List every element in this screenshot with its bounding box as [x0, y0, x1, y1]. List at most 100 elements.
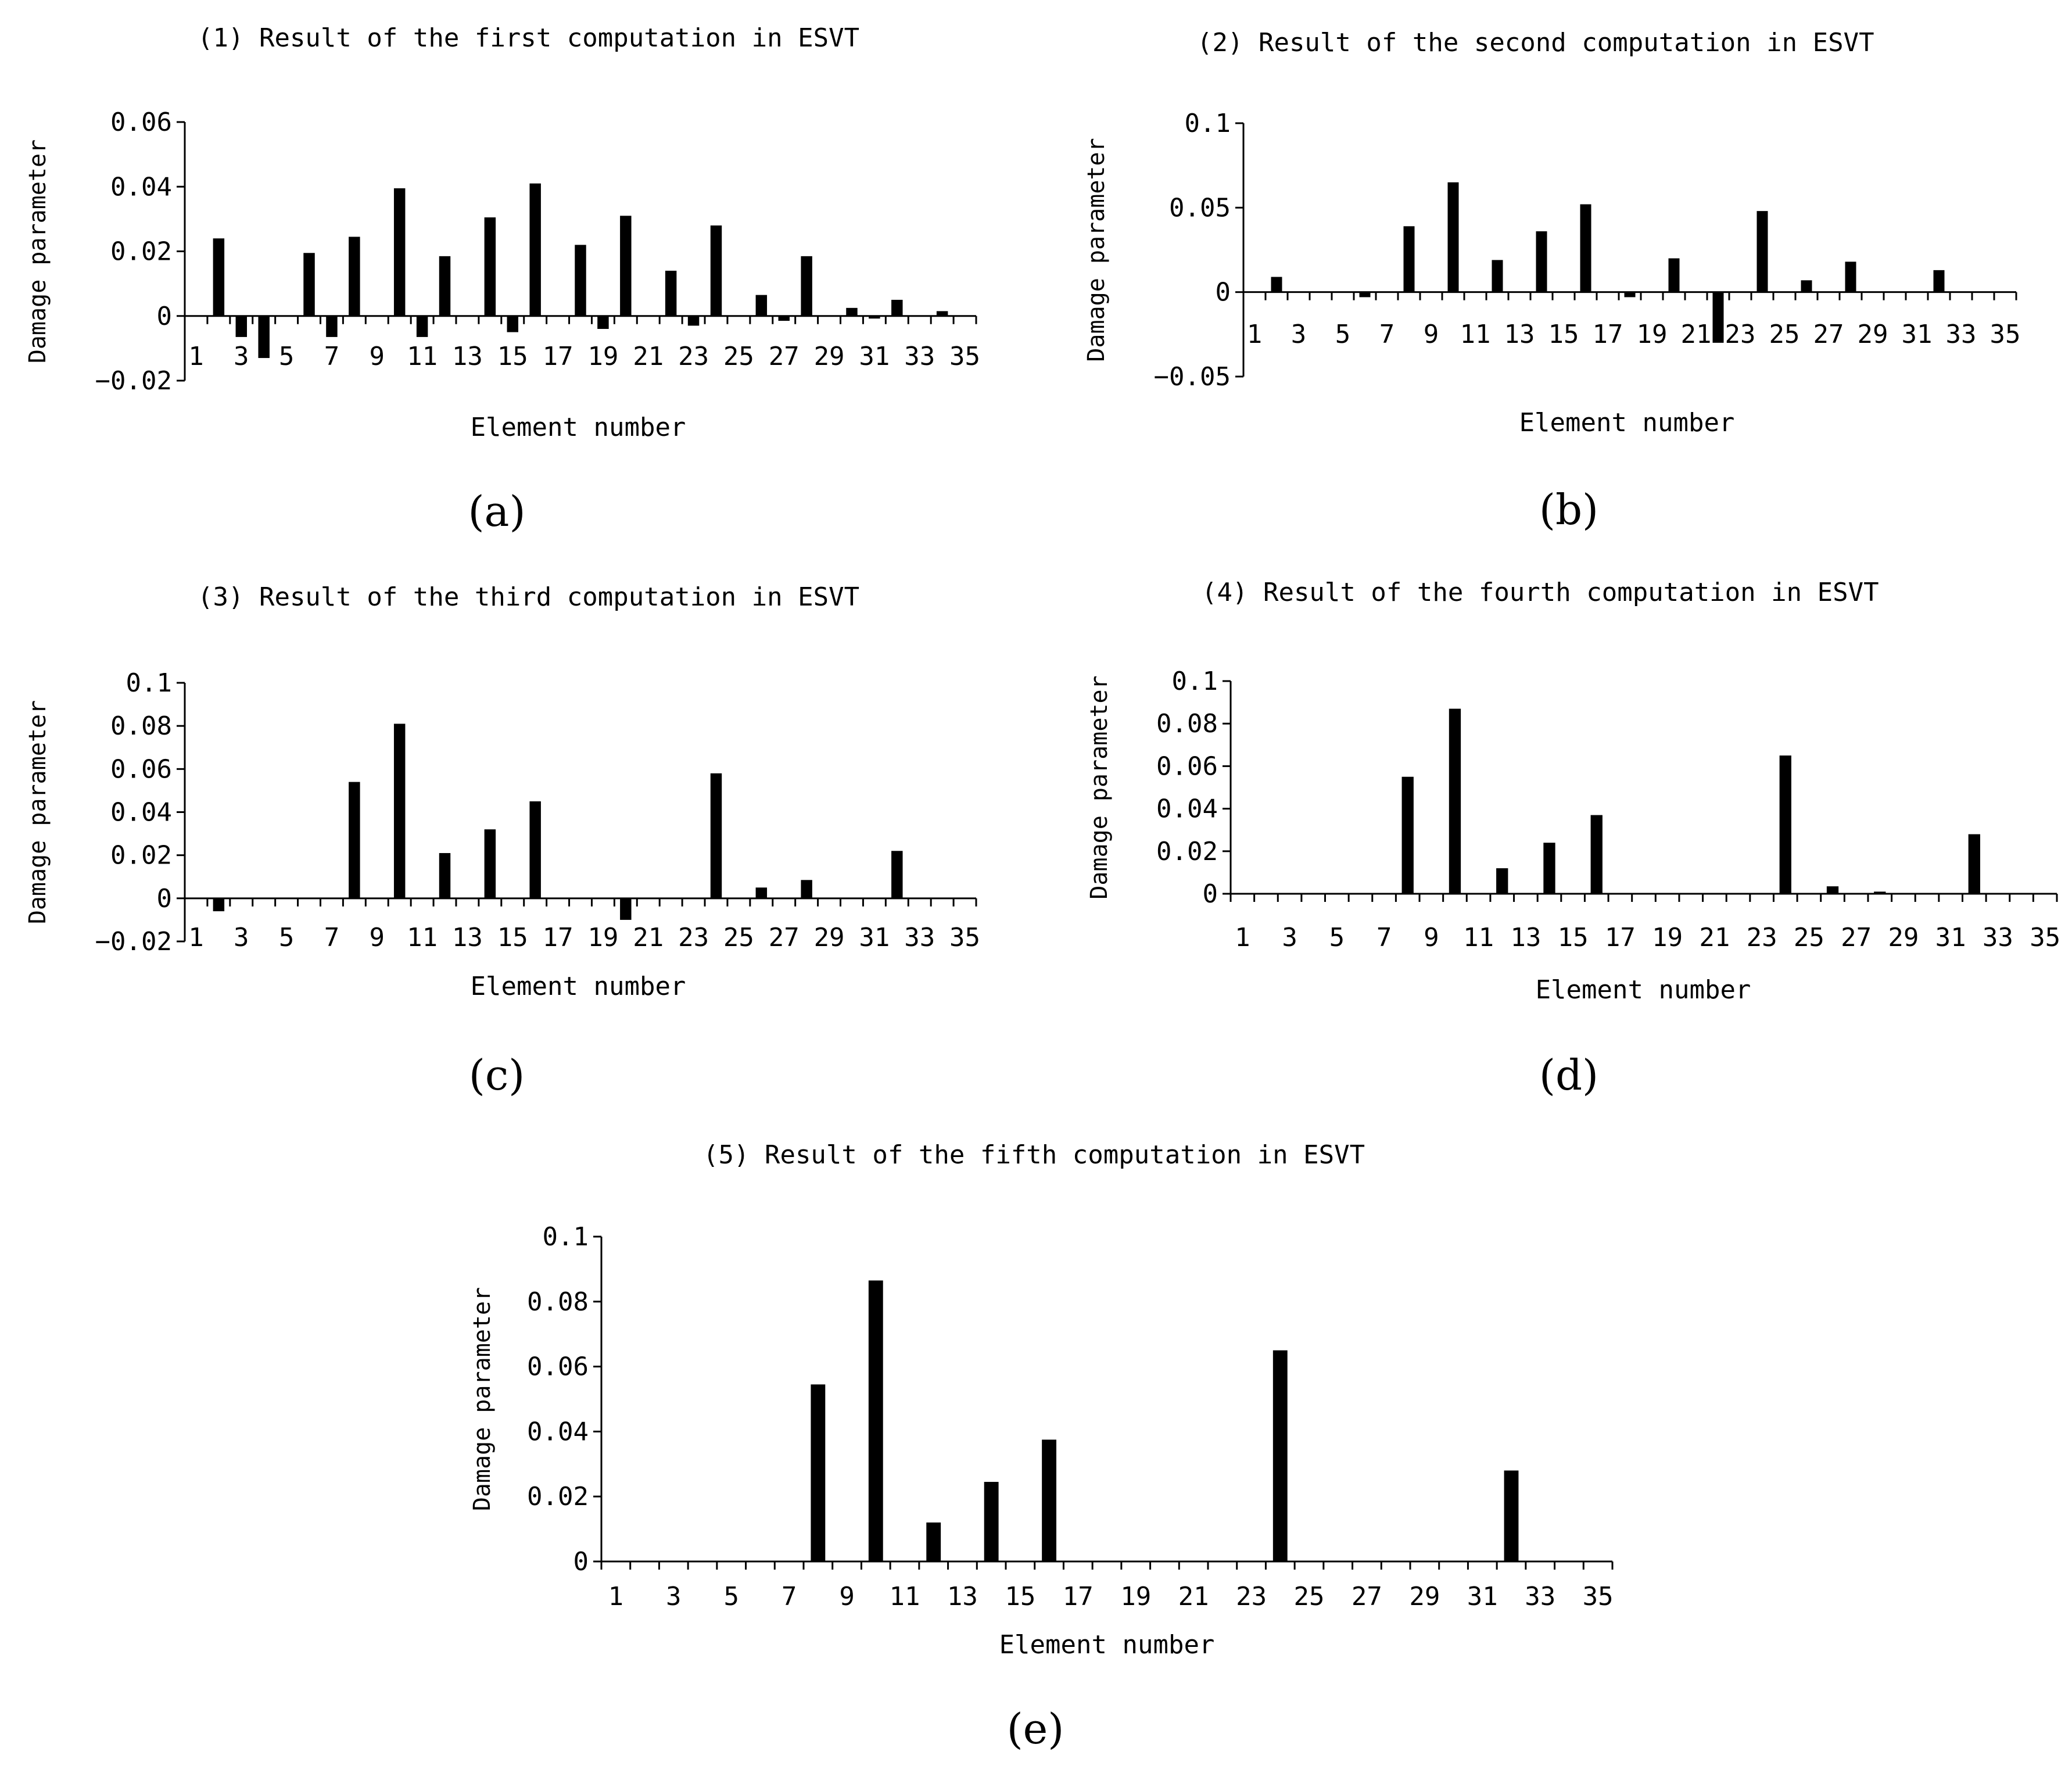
chart-e: (5) Result of the fifth computation in E…	[469, 1140, 1614, 1753]
chart-title: (5) Result of the fifth computation in E…	[703, 1140, 1365, 1170]
x-tick-label: 3	[1282, 923, 1297, 952]
bar-element-14	[1536, 231, 1547, 292]
y-tick-label: 0	[573, 1547, 589, 1577]
y-tick-label: −0.02	[95, 366, 172, 396]
chart-title: (2) Result of the second computation in …	[1197, 28, 1874, 58]
bar-element-10	[1447, 182, 1459, 292]
bar-element-16	[1590, 815, 1603, 894]
bar-element-26	[1801, 280, 1812, 292]
y-tick-label: 0.06	[527, 1352, 589, 1382]
y-tick-label: 0.08	[110, 711, 172, 741]
subfigure-caption: (b)	[1539, 485, 1598, 534]
x-tick-label: 17	[1605, 923, 1636, 952]
y-axis-label: Damage parameter	[1086, 675, 1113, 899]
bar-element-31	[869, 316, 880, 319]
chart-a: (1) Result of the first computation in E…	[24, 23, 980, 536]
x-tick-label: 11	[1460, 320, 1491, 349]
y-tick-label: 0.02	[527, 1482, 589, 1511]
x-tick-label: 31	[1902, 320, 1933, 349]
y-tick-label: 0.04	[1156, 794, 1218, 824]
x-tick-label: 9	[370, 342, 385, 371]
x-tick-label: 29	[1858, 320, 1888, 349]
bar-element-19	[597, 316, 609, 329]
bar-element-7	[326, 316, 338, 337]
bar-element-12	[439, 256, 451, 316]
bar-element-26	[755, 295, 768, 316]
y-tick-label: 0.02	[110, 841, 172, 871]
subfigure-caption: (c)	[469, 1051, 525, 1099]
x-tick-label: 7	[1379, 320, 1395, 349]
x-tick-label: 29	[1888, 923, 1919, 952]
subfigure-caption: (d)	[1539, 1051, 1598, 1099]
bar-element-2	[1271, 277, 1282, 292]
bar-element-3	[235, 316, 248, 337]
x-tick-label: 35	[1583, 1582, 1614, 1611]
x-tick-label: 1	[188, 342, 204, 371]
y-tick-label: 0	[1203, 879, 1218, 909]
bar-element-26	[1826, 886, 1839, 894]
x-tick-label: 33	[1525, 1582, 1555, 1611]
bar-element-23	[687, 316, 700, 326]
y-axis-label: Damage parameter	[24, 700, 51, 924]
x-tick-label: 21	[1699, 923, 1730, 952]
chart-title: (4) Result of the fourth computation in …	[1202, 578, 1879, 607]
bar-element-28	[801, 256, 812, 316]
y-tick-label: 0.06	[110, 108, 172, 137]
y-tick-label: 0.02	[110, 237, 172, 267]
y-tick-label: −0.02	[95, 927, 172, 957]
x-tick-label: 1	[1247, 320, 1263, 349]
bar-element-12	[1496, 868, 1508, 894]
x-tick-label: 7	[324, 923, 340, 952]
x-tick-label: 25	[723, 923, 754, 952]
bar-element-4	[258, 316, 270, 359]
x-tick-label: 27	[769, 923, 800, 952]
x-tick-label: 19	[587, 342, 618, 371]
x-tick-label: 13	[1510, 923, 1541, 952]
bar-element-22	[1712, 292, 1724, 343]
bar-element-12	[926, 1522, 941, 1561]
chart-d: (4) Result of the fourth computation in …	[1086, 578, 2060, 1099]
bar-element-30	[846, 307, 858, 316]
y-tick-label: −0.05	[1154, 362, 1231, 392]
bar-element-12	[439, 853, 451, 898]
x-tick-label: 33	[904, 923, 935, 952]
x-tick-label: 23	[1236, 1582, 1267, 1611]
y-tick-label: 0.1	[126, 668, 172, 698]
y-tick-label: 0	[157, 302, 173, 331]
bar-element-27	[778, 316, 790, 321]
bar-element-8	[349, 237, 360, 316]
y-tick-label: 0.06	[1156, 751, 1218, 781]
x-tick-label: 27	[769, 342, 800, 371]
bar-element-8	[1403, 226, 1415, 292]
bar-element-16	[529, 801, 541, 898]
x-tick-label: 27	[1813, 320, 1844, 349]
x-tick-label: 21	[1178, 1582, 1209, 1611]
x-tick-label: 3	[234, 923, 249, 952]
bar-element-32	[891, 299, 903, 316]
bar-element-20	[620, 216, 632, 316]
bar-element-16	[1042, 1439, 1056, 1561]
x-tick-label: 13	[1504, 320, 1535, 349]
bar-element-32	[1504, 1470, 1519, 1561]
chart-title: (3) Result of the third computation in E…	[198, 582, 859, 612]
x-tick-label: 13	[452, 923, 483, 952]
bar-element-16	[1580, 204, 1591, 292]
y-tick-label: 0.06	[110, 754, 172, 784]
x-tick-label: 11	[890, 1582, 920, 1611]
x-axis-label: Element number	[999, 1630, 1215, 1660]
x-tick-label: 31	[859, 342, 890, 371]
x-axis-label: Element number	[1536, 975, 1751, 1005]
y-axis-label: Damage parameter	[469, 1287, 496, 1511]
bar-element-10	[393, 723, 406, 898]
bar-element-28	[801, 880, 812, 898]
bar-element-6	[303, 253, 315, 316]
bar-element-12	[1492, 260, 1503, 292]
x-tick-label: 15	[1558, 923, 1589, 952]
y-tick-label: 0.04	[110, 798, 172, 828]
x-tick-label: 35	[949, 923, 980, 952]
x-tick-label: 27	[1841, 923, 1872, 952]
bar-element-32	[1933, 270, 1945, 292]
bar-element-2	[213, 238, 225, 316]
x-tick-label: 21	[633, 923, 664, 952]
